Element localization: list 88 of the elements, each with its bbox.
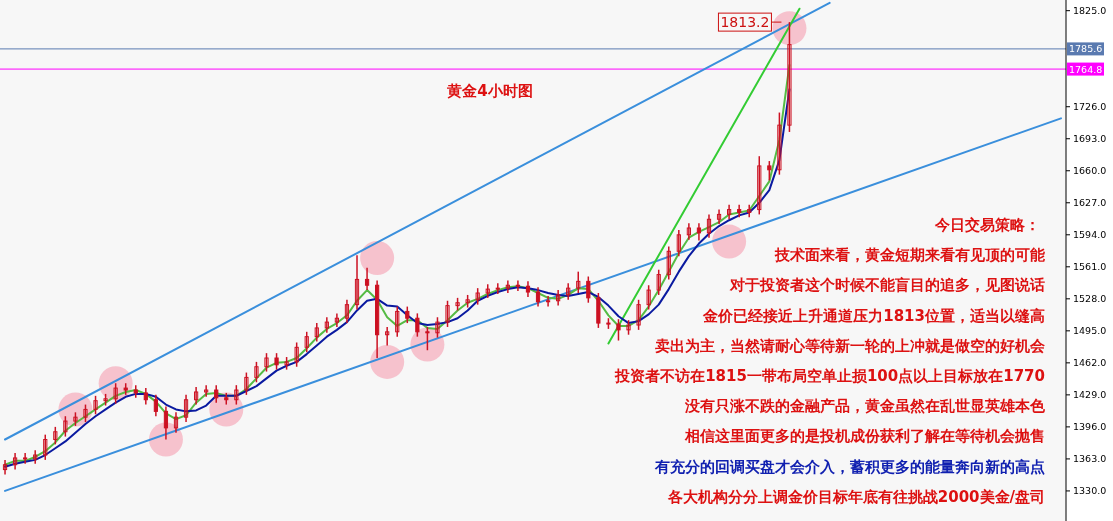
candlestick — [33, 449, 38, 465]
candlestick — [234, 384, 239, 406]
candlestick — [636, 299, 641, 331]
candlestick — [334, 312, 340, 328]
candlestick — [656, 268, 661, 296]
y-tick-label: 1462.0 — [1073, 357, 1107, 369]
y-tick-label: 1693.0 — [1073, 133, 1107, 145]
candlestick — [515, 279, 521, 292]
y-tick-label: 1396.0 — [1073, 421, 1107, 433]
y-tick-label: 1825.0 — [1073, 5, 1107, 17]
candlestick — [586, 275, 591, 304]
candlestick — [163, 405, 169, 441]
candlestick — [344, 299, 350, 324]
candlestick — [495, 282, 500, 295]
candlestick — [63, 415, 68, 438]
point — [370, 344, 405, 379]
candlestick — [435, 316, 440, 339]
candlestick — [153, 394, 158, 417]
y-tick-label: 1660.0 — [1073, 165, 1107, 177]
candlestick — [576, 270, 581, 294]
annotation: 技术面来看，黄金短期来看有见顶的可能 — [774, 246, 1046, 265]
annotation: 相信这里面更多的是投机成份获利了解在等待机会抛售 — [684, 427, 1045, 446]
candlestick — [23, 452, 28, 465]
candlestick — [173, 411, 179, 434]
candlestick — [646, 284, 651, 311]
annotation: 各大机构分分上调金价目标年底有往挑战2000美金/盘司 — [666, 487, 1045, 506]
candlestick — [676, 229, 681, 257]
annotation: 对于投资者这个时候不能盲目的追多，见图说话 — [729, 276, 1045, 295]
candlestick — [767, 160, 772, 182]
candlestick — [727, 203, 732, 221]
candlestick — [385, 326, 390, 347]
candlestick — [415, 312, 420, 338]
annotation: 1813.2 — [720, 14, 770, 31]
candlestick — [294, 341, 299, 368]
y-tick-label: 1528.0 — [1073, 293, 1107, 305]
candlestick — [505, 279, 510, 294]
candlestick — [716, 208, 722, 225]
candlestick — [747, 203, 752, 219]
candlestick — [204, 384, 209, 398]
candlestick — [304, 331, 309, 353]
candlestick — [395, 305, 400, 338]
y-tick-label: 1627.0 — [1073, 197, 1107, 209]
y-tick-label: 1363.0 — [1073, 453, 1107, 465]
candlestick — [556, 289, 561, 307]
candlestick — [566, 282, 571, 301]
text: 黄金4小时图 — [446, 82, 533, 100]
annotation: 有充分的回调买盘才会介入，蓄积更多的能量奔向新的高点 — [654, 457, 1045, 476]
candlestick — [535, 286, 541, 308]
candlestick — [113, 382, 118, 405]
candlestick — [264, 352, 269, 373]
annotation: 没有只涨不跌的金融产品，黄金虽然在乱世显英雄本色 — [684, 397, 1046, 416]
y-tick-label: 1429.0 — [1073, 389, 1107, 401]
candlestick — [93, 395, 98, 416]
ref-line-label: 1785.6 — [1069, 43, 1103, 55]
candlestick — [2, 459, 8, 476]
candlestick — [696, 222, 702, 242]
candlestick — [757, 155, 762, 216]
candlestick — [425, 326, 430, 351]
y-tick-label: 1330.0 — [1073, 485, 1107, 497]
y-tick-label: 1561.0 — [1073, 261, 1107, 273]
annotation: 卖出为主，当然请耐心等待新一轮的上冲就是做空的好机会 — [655, 336, 1046, 355]
candlestick — [43, 433, 48, 461]
candlestick — [777, 111, 782, 176]
candlestick — [445, 300, 450, 328]
annotation: 投资者不访在1815一带布局空单止损100点以上目标放在1770 — [614, 367, 1045, 385]
candlestick — [686, 222, 691, 241]
y-tick-label: 1495.0 — [1073, 325, 1107, 337]
y-tick-label: 1594.0 — [1073, 229, 1107, 241]
candlestick — [787, 21, 792, 133]
annotation: 今日交易策略： — [934, 216, 1040, 234]
candlestick — [354, 254, 360, 311]
candlestick — [244, 371, 249, 396]
candlestick — [183, 394, 189, 423]
candlestick — [364, 267, 370, 291]
point — [712, 224, 747, 259]
candlestick — [324, 316, 329, 334]
candlestick — [545, 295, 551, 308]
candlestick — [666, 245, 671, 281]
point — [360, 241, 395, 276]
candlestick — [12, 452, 18, 471]
candlestick — [314, 322, 319, 343]
candlestick — [254, 361, 259, 384]
annotation: 金价已经接近上升通道压力1813位置，适当以缝高 — [702, 306, 1045, 325]
y-tick-label: 1726.0 — [1073, 101, 1107, 113]
ref-line-label: 1764.8 — [1069, 63, 1103, 75]
candlestick — [194, 386, 199, 406]
candlestick — [706, 213, 712, 239]
candlestick — [616, 318, 621, 342]
